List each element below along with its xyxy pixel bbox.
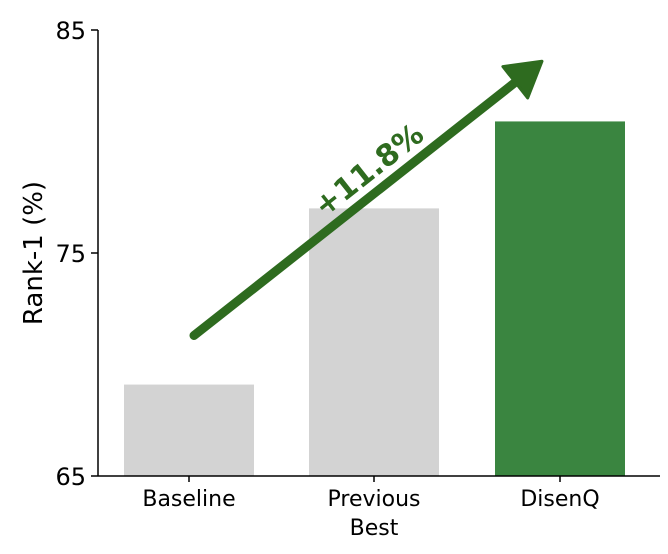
x-tick-label: Baseline [142, 487, 235, 512]
arrow-head-icon [501, 59, 544, 100]
x-tick-labels-group: Baseline Previous Best DisenQ [142, 476, 600, 541]
y-tick-label: 75 [55, 240, 86, 268]
x-tick-label: Previous Best [328, 487, 421, 541]
x-tick-label: DisenQ [520, 487, 599, 512]
bar-baseline [124, 384, 254, 476]
y-tick-label: 85 [55, 17, 86, 45]
y-tick-label: 65 [55, 463, 86, 491]
y-ticks-group: 65 75 85 [55, 17, 98, 491]
bar-disenq [495, 121, 625, 477]
improvement-label: +11.8% [308, 117, 431, 224]
y-axis-label: Rank-1 (%) [19, 181, 49, 325]
bar-previous-best [309, 208, 439, 476]
bars-group [124, 121, 625, 477]
arrow-shaft [189, 77, 520, 341]
